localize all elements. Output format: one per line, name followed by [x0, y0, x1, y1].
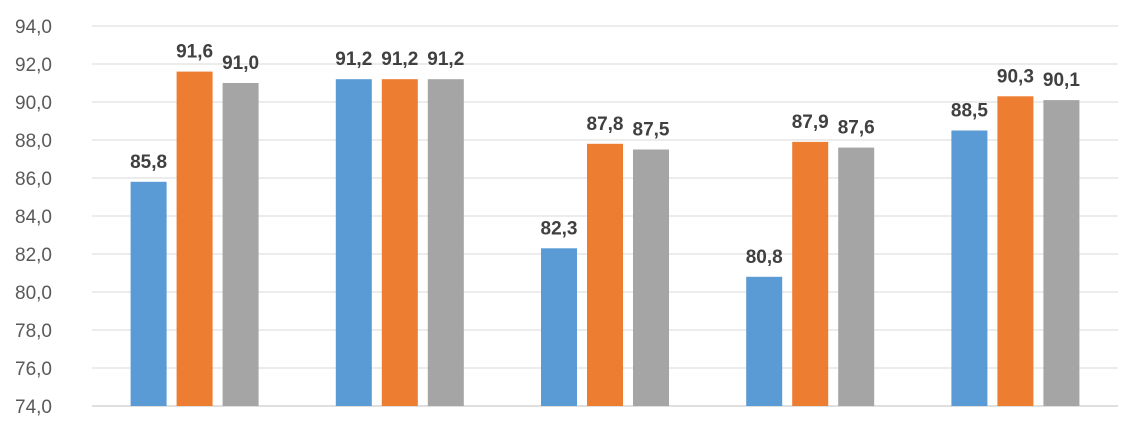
y-tick-label: 86,0 [15, 169, 52, 190]
bar-series-2-cat-2 [381, 79, 418, 406]
data-label: 88,5 [951, 101, 988, 122]
data-label: 91,0 [222, 53, 259, 74]
bar-series-2-cat-1 [176, 71, 213, 406]
data-label: 91,6 [176, 42, 213, 63]
data-label: 87,6 [838, 118, 875, 139]
y-tick-label: 76,0 [15, 359, 52, 380]
y-tick-label: 82,0 [15, 245, 52, 266]
bars [130, 71, 1080, 407]
y-tick-label: 90,0 [15, 93, 52, 114]
bar-series-3-cat-3 [633, 149, 669, 406]
y-axis: 74,0 76,0 78,0 80,0 82,0 84,0 86,0 88,0 90,0 92,0… [15, 17, 52, 418]
bar-series-2-cat-5 [997, 96, 1034, 407]
data-label: 87,8 [587, 114, 624, 135]
bar-series-1-cat-3 [541, 248, 577, 406]
y-tick-label: 94,0 [15, 17, 52, 38]
y-tick-label: 80,0 [15, 283, 52, 304]
data-label: 90,1 [1043, 70, 1080, 91]
bar-series-1-cat-1 [130, 181, 167, 406]
y-tick-label: 78,0 [15, 321, 52, 342]
bar-series-2-cat-3 [587, 143, 623, 407]
bar-series-1-cat-2 [335, 79, 372, 406]
y-tick-label: 88,0 [15, 131, 52, 152]
data-label: 91,2 [335, 49, 372, 70]
data-label: 87,9 [792, 112, 829, 133]
data-label: 91,2 [381, 49, 418, 70]
y-tick-label: 74,0 [15, 397, 52, 418]
bar-series-3-cat-4 [838, 147, 875, 406]
data-labels: 85,8 91,6 91,0 91,2 91,2 91,2 82,3 87,8 87,5 80,8… [130, 42, 1080, 268]
bar-series-3-cat-5 [1043, 100, 1080, 406]
y-tick-label: 92,0 [15, 55, 52, 76]
bar-series-3-cat-1 [222, 83, 259, 406]
bar-series-3-cat-2 [427, 79, 464, 406]
bar-series-1-cat-4 [746, 276, 783, 406]
data-label: 87,5 [633, 120, 670, 141]
data-label: 82,3 [541, 218, 578, 239]
data-label: 90,3 [997, 66, 1034, 87]
bar-series-1-cat-5 [951, 130, 988, 406]
data-label: 80,8 [746, 247, 783, 268]
y-tick-label: 84,0 [15, 207, 52, 228]
data-label: 91,2 [427, 49, 464, 70]
data-label: 85,8 [130, 152, 167, 173]
bar-series-2-cat-4 [792, 141, 829, 406]
